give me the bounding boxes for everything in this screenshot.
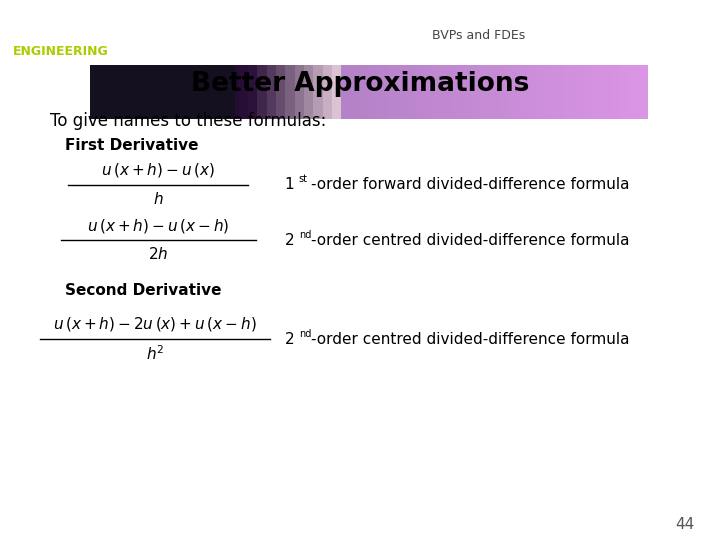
FancyBboxPatch shape: [387, 65, 398, 119]
FancyBboxPatch shape: [90, 65, 100, 119]
FancyBboxPatch shape: [323, 65, 333, 119]
Text: ENGINEERING: ENGINEERING: [13, 45, 109, 58]
FancyBboxPatch shape: [230, 65, 240, 119]
FancyBboxPatch shape: [444, 65, 454, 119]
Text: $h^2$: $h^2$: [145, 344, 164, 362]
FancyBboxPatch shape: [555, 65, 565, 119]
Text: Better Approximations: Better Approximations: [191, 71, 529, 97]
FancyBboxPatch shape: [90, 119, 648, 481]
FancyBboxPatch shape: [453, 65, 463, 119]
Text: $h$: $h$: [153, 191, 163, 207]
FancyBboxPatch shape: [248, 65, 258, 119]
Text: -order forward divided-difference formula: -order forward divided-difference formul…: [311, 177, 629, 192]
Text: 2: 2: [284, 233, 294, 248]
FancyBboxPatch shape: [620, 65, 631, 119]
FancyBboxPatch shape: [462, 65, 472, 119]
Text: st: st: [299, 174, 308, 184]
FancyBboxPatch shape: [276, 65, 287, 119]
FancyBboxPatch shape: [313, 65, 323, 119]
FancyBboxPatch shape: [285, 65, 296, 119]
FancyBboxPatch shape: [574, 65, 584, 119]
FancyBboxPatch shape: [406, 65, 417, 119]
FancyBboxPatch shape: [564, 65, 575, 119]
Text: $u\,(x+h)-2u\,(x)+u\,(x-h)$: $u\,(x+h)-2u\,(x)+u\,(x-h)$: [53, 315, 256, 333]
FancyBboxPatch shape: [629, 65, 640, 119]
FancyBboxPatch shape: [601, 65, 612, 119]
FancyBboxPatch shape: [266, 65, 277, 119]
FancyBboxPatch shape: [593, 65, 603, 119]
FancyBboxPatch shape: [294, 65, 305, 119]
Text: nd: nd: [299, 230, 311, 240]
FancyBboxPatch shape: [164, 65, 175, 119]
FancyBboxPatch shape: [527, 65, 538, 119]
FancyBboxPatch shape: [192, 65, 203, 119]
Text: WATERLOO: WATERLOO: [13, 25, 134, 45]
FancyBboxPatch shape: [351, 65, 361, 119]
FancyBboxPatch shape: [415, 65, 426, 119]
FancyBboxPatch shape: [360, 65, 370, 119]
Text: $u\,(x+h)-u\,(x)$: $u\,(x+h)-u\,(x)$: [102, 161, 215, 179]
FancyBboxPatch shape: [508, 65, 519, 119]
FancyBboxPatch shape: [611, 65, 621, 119]
FancyBboxPatch shape: [145, 65, 156, 119]
FancyBboxPatch shape: [304, 65, 315, 119]
FancyBboxPatch shape: [258, 65, 268, 119]
FancyBboxPatch shape: [155, 65, 166, 119]
FancyBboxPatch shape: [499, 65, 510, 119]
Text: 2: 2: [284, 332, 294, 347]
FancyBboxPatch shape: [183, 65, 194, 119]
Text: Second Derivative: Second Derivative: [65, 283, 221, 298]
Text: 1: 1: [284, 177, 294, 192]
FancyBboxPatch shape: [127, 65, 138, 119]
FancyBboxPatch shape: [174, 65, 184, 119]
FancyBboxPatch shape: [341, 65, 351, 119]
FancyBboxPatch shape: [239, 65, 249, 119]
FancyBboxPatch shape: [518, 65, 528, 119]
Text: $2h$: $2h$: [148, 246, 168, 262]
FancyBboxPatch shape: [397, 65, 408, 119]
Text: 44: 44: [675, 517, 695, 532]
FancyBboxPatch shape: [369, 65, 379, 119]
FancyBboxPatch shape: [472, 65, 482, 119]
FancyBboxPatch shape: [546, 65, 556, 119]
FancyBboxPatch shape: [583, 65, 593, 119]
FancyBboxPatch shape: [137, 65, 147, 119]
FancyBboxPatch shape: [490, 65, 500, 119]
Text: -order centred divided-difference formula: -order centred divided-difference formul…: [311, 332, 629, 347]
FancyBboxPatch shape: [425, 65, 435, 119]
FancyBboxPatch shape: [211, 65, 221, 119]
FancyBboxPatch shape: [434, 65, 444, 119]
FancyBboxPatch shape: [536, 65, 546, 119]
FancyBboxPatch shape: [90, 65, 235, 119]
FancyBboxPatch shape: [202, 65, 212, 119]
FancyBboxPatch shape: [99, 65, 109, 119]
FancyBboxPatch shape: [109, 65, 119, 119]
Text: nd: nd: [299, 329, 311, 339]
FancyBboxPatch shape: [639, 65, 649, 119]
FancyBboxPatch shape: [378, 65, 389, 119]
Text: To give names to these formulas:: To give names to these formulas:: [50, 112, 327, 131]
Text: First Derivative: First Derivative: [65, 138, 198, 153]
Text: $u\,(x+h)-u\,(x-h)$: $u\,(x+h)-u\,(x-h)$: [87, 217, 230, 235]
FancyBboxPatch shape: [118, 65, 128, 119]
FancyBboxPatch shape: [332, 65, 342, 119]
Text: -order centred divided-difference formula: -order centred divided-difference formul…: [311, 233, 629, 248]
Text: BVPs and FDEs: BVPs and FDEs: [432, 29, 526, 42]
FancyBboxPatch shape: [481, 65, 491, 119]
FancyBboxPatch shape: [220, 65, 230, 119]
